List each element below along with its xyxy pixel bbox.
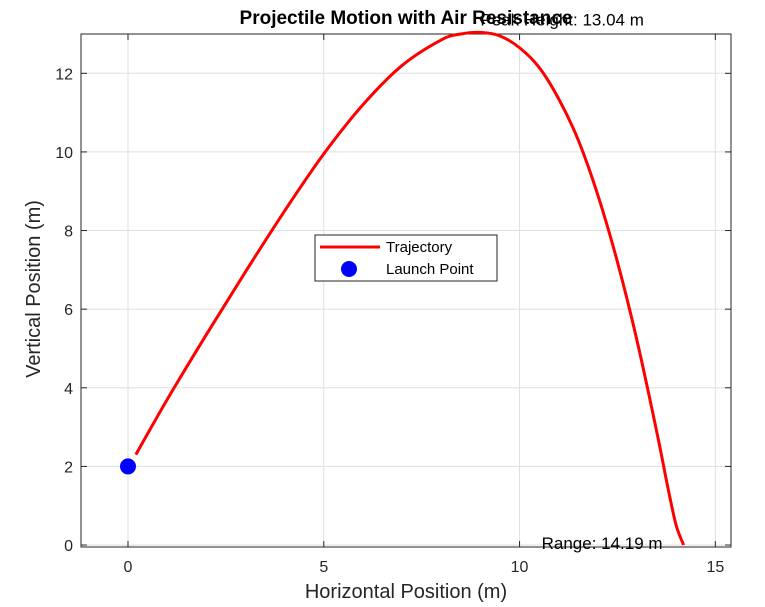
x-tick-label: 5: [319, 559, 328, 576]
y-axis-label: Vertical Position (m): [23, 200, 45, 378]
x-tick-label: 10: [511, 559, 529, 576]
x-axis-ticks: 0 5 10 15: [124, 34, 724, 576]
x-tick-label: 15: [706, 559, 724, 576]
x-tick-label: 0: [124, 559, 133, 576]
y-tick-label: 4: [64, 381, 73, 398]
legend: Trajectory Launch Point: [314, 234, 498, 282]
range-annotation: Range: 14.19 m: [542, 534, 663, 553]
trajectory-line: [134, 30, 686, 546]
plot-area-frame: [80, 33, 732, 548]
y-tick-label: 8: [64, 224, 73, 241]
y-tick-label: 0: [64, 538, 73, 555]
legend-launch-point-swatch: [341, 261, 357, 277]
x-axis-label: Horizontal Position (m): [305, 581, 507, 603]
legend-launch-point-label: Launch Point: [386, 261, 474, 278]
y-tick-label: 6: [64, 302, 73, 319]
y-tick-label: 2: [64, 459, 73, 476]
y-tick-label: 12: [55, 66, 73, 83]
launch-point-marker: [119, 458, 136, 475]
y-tick-label: 10: [55, 145, 73, 162]
legend-trajectory-label: Trajectory: [386, 239, 453, 256]
y-axis-ticks: 0 2 4 6 8 10 12: [55, 66, 731, 555]
grid: [81, 34, 731, 547]
peak-height-annotation: Peak Height: 13.04 m: [480, 10, 643, 29]
chart-title: Projectile Motion with Air Resistance: [240, 8, 573, 29]
